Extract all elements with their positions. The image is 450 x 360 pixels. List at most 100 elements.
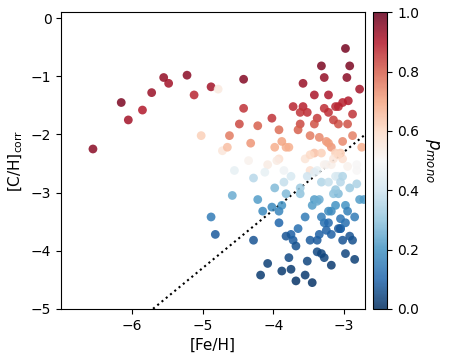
Point: [309, 202, 316, 208]
Point: [353, 162, 360, 167]
Point: [328, 144, 335, 150]
Point: [240, 76, 247, 82]
Point: [339, 237, 346, 243]
Point: [302, 272, 309, 278]
Point: [332, 104, 339, 109]
Point: [139, 107, 146, 113]
Point: [268, 115, 275, 121]
Point: [165, 80, 172, 86]
Point: [321, 105, 328, 111]
Point: [212, 231, 219, 237]
Point: [339, 156, 346, 162]
Point: [207, 84, 215, 90]
Point: [318, 63, 325, 69]
Point: [330, 191, 337, 197]
Point: [328, 231, 335, 237]
Point: [297, 121, 304, 127]
Point: [342, 46, 349, 51]
Point: [283, 144, 290, 150]
Point: [288, 231, 295, 237]
Point: [304, 258, 311, 264]
Point: [311, 121, 318, 127]
Point: [328, 262, 335, 268]
Point: [294, 127, 302, 133]
Point: [294, 226, 302, 231]
Point: [349, 111, 356, 117]
Point: [229, 193, 236, 198]
Point: [344, 163, 351, 169]
Point: [318, 150, 325, 156]
Point: [323, 139, 330, 144]
Point: [332, 150, 339, 156]
Point: [275, 156, 283, 162]
Point: [264, 162, 271, 167]
Point: [321, 220, 328, 226]
Point: [283, 233, 290, 239]
Point: [297, 109, 304, 115]
Point: [289, 104, 297, 109]
Point: [236, 121, 243, 127]
Point: [304, 109, 311, 115]
Point: [215, 86, 222, 92]
Point: [346, 185, 353, 191]
Point: [226, 133, 233, 139]
Point: [299, 104, 306, 109]
Point: [318, 214, 325, 220]
Point: [314, 168, 321, 174]
Point: [198, 133, 205, 139]
Point: [325, 109, 332, 115]
Point: [339, 174, 346, 179]
Point: [316, 197, 323, 202]
Point: [302, 156, 309, 162]
Point: [271, 144, 279, 150]
Point: [311, 197, 318, 202]
Point: [311, 169, 318, 175]
Point: [353, 168, 360, 174]
Point: [337, 216, 344, 222]
Point: [240, 105, 247, 111]
Point: [351, 257, 358, 262]
Point: [323, 228, 330, 233]
Point: [346, 63, 353, 69]
Point: [325, 92, 332, 98]
Point: [321, 75, 328, 80]
Point: [337, 150, 344, 156]
Y-axis label: [C/H]$_\mathrm{corr}$: [C/H]$_\mathrm{corr}$: [7, 130, 25, 192]
Point: [184, 72, 191, 78]
Point: [268, 204, 275, 210]
Point: [342, 220, 349, 226]
Point: [278, 268, 285, 274]
Point: [345, 98, 352, 104]
Point: [271, 185, 279, 191]
Point: [219, 148, 226, 154]
Point: [292, 278, 300, 284]
Point: [335, 174, 342, 179]
Point: [339, 100, 346, 105]
Point: [224, 144, 231, 150]
Point: [318, 251, 325, 256]
Point: [285, 144, 292, 150]
Point: [337, 179, 344, 185]
Point: [190, 92, 198, 98]
Point: [302, 214, 309, 220]
Point: [299, 80, 306, 86]
Point: [280, 168, 288, 174]
Point: [316, 135, 323, 140]
Point: [245, 158, 252, 163]
Point: [275, 220, 283, 226]
Point: [325, 179, 332, 185]
Point: [325, 140, 332, 146]
Point: [297, 185, 304, 191]
Point: [259, 208, 266, 214]
Point: [261, 169, 269, 175]
Point: [342, 202, 349, 208]
Point: [254, 123, 261, 129]
Point: [306, 133, 314, 139]
Point: [247, 140, 254, 146]
Point: [330, 156, 337, 162]
Point: [325, 220, 332, 226]
Point: [316, 231, 323, 237]
X-axis label: [Fe/H]: [Fe/H]: [190, 338, 236, 353]
Point: [90, 146, 97, 152]
Point: [283, 191, 290, 197]
